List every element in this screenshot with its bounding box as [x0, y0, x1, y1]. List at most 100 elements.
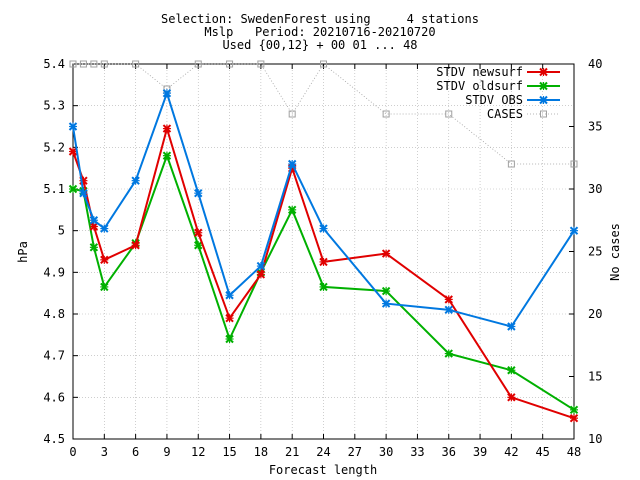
- data-point-stdv-oldsurf: [68, 184, 78, 194]
- data-point-stdv-obs: [381, 299, 391, 308]
- y2-tick-label: 40: [588, 57, 602, 71]
- data-point-cases: [79, 60, 87, 68]
- x-tick-label: 18: [254, 445, 268, 459]
- data-point-stdv-oldsurf: [100, 282, 109, 292]
- data-point-stdv-obs: [79, 188, 88, 198]
- y-tick-label: 4.7: [43, 349, 65, 363]
- y-tick-label: 5: [58, 224, 65, 238]
- x-axis-label: Forecast length: [269, 463, 377, 477]
- chart-title: Selection: SwedenForest using 4 stations…: [161, 12, 479, 52]
- x-tick-label: 33: [410, 445, 424, 459]
- data-point-stdv-oldsurf: [287, 205, 297, 215]
- data-point-stdv-obs: [569, 226, 579, 235]
- series-group: [68, 60, 579, 423]
- title-line-1: Selection: SwedenForest using 4 stations: [161, 12, 479, 26]
- data-point-cases: [507, 160, 515, 168]
- x-tick-label: 6: [132, 445, 139, 459]
- legend-label-stdv-newsurf: STDV newsurf: [436, 65, 523, 79]
- legend-label-stdv-obs: STDV OBS: [465, 93, 523, 107]
- legend-marker-stdv-newsurf: [539, 67, 548, 77]
- x-tick-label: 12: [191, 445, 205, 459]
- data-point-stdv-oldsurf: [569, 405, 579, 415]
- data-point-cases: [288, 110, 296, 118]
- x-tick-label: 27: [348, 445, 362, 459]
- y2-tick-label: 10: [588, 432, 602, 446]
- x-tick-label: 24: [316, 445, 330, 459]
- data-point-cases: [69, 60, 77, 68]
- data-point-stdv-oldsurf: [194, 241, 203, 250]
- x-tick-label: 15: [222, 445, 236, 459]
- data-point-stdv-newsurf: [225, 313, 234, 323]
- data-point-stdv-newsurf: [381, 249, 391, 258]
- title-line-2: Mslp Period: 20210716-20210720: [204, 25, 435, 39]
- y2-tick-label: 20: [588, 307, 602, 321]
- data-point-stdv-newsurf: [162, 124, 172, 133]
- data-point-stdv-obs: [100, 224, 109, 233]
- x-tick-label: 9: [163, 445, 170, 459]
- data-point-stdv-oldsurf: [381, 286, 391, 296]
- data-point-stdv-newsurf: [319, 257, 328, 267]
- y-tick-label: 5.3: [43, 99, 65, 113]
- legend-marker-stdv-obs: [539, 95, 548, 105]
- data-point-stdv-obs: [68, 122, 78, 131]
- y-axis: 4.5 4.6 4.7 4.8 4.9 5 5.1 5.2 5.3 5.4: [43, 57, 78, 446]
- x-tick-label: 36: [442, 445, 456, 459]
- data-point-stdv-obs: [256, 261, 266, 271]
- data-point-stdv-obs: [287, 159, 297, 169]
- title-line-3: Used {00,12} + 00 01 ... 48: [222, 38, 417, 52]
- y2-tick-label: 35: [588, 120, 602, 134]
- data-point-stdv-oldsurf: [89, 243, 99, 252]
- data-point-stdv-newsurf: [194, 228, 203, 237]
- data-point-stdv-newsurf: [89, 222, 99, 231]
- x-axis: 0 3 6 9 12 15 18 21 24 27 30 33 36 39 42 45 48: [69, 64, 581, 459]
- y2-tick-label: 25: [588, 245, 602, 259]
- data-point-cases: [445, 110, 453, 118]
- x-tick-label: 39: [473, 445, 487, 459]
- x-tick-label: 21: [285, 445, 299, 459]
- data-point-stdv-oldsurf: [225, 334, 234, 344]
- x-tick-label: 42: [504, 445, 518, 459]
- legend-marker-cases: [540, 110, 547, 118]
- x-tick-label: 45: [535, 445, 549, 459]
- legend-label-cases: CASES: [487, 107, 523, 121]
- data-point-cases: [570, 160, 578, 168]
- data-point-stdv-obs: [319, 224, 328, 233]
- data-point-stdv-newsurf: [68, 147, 78, 156]
- data-point-cases: [132, 60, 140, 68]
- data-point-stdv-obs: [444, 305, 453, 315]
- y2-axis-label: No cases: [608, 223, 622, 281]
- y-tick-label: 5.1: [43, 182, 65, 196]
- data-point-stdv-obs: [131, 176, 140, 185]
- x-tick-label: 30: [379, 445, 393, 459]
- y2-tick-label: 30: [588, 182, 602, 196]
- y-axis-label: hPa: [16, 241, 30, 263]
- y-tick-label: 4.6: [43, 390, 65, 404]
- y-tick-label: 4.5: [43, 432, 65, 446]
- data-point-stdv-oldsurf: [507, 366, 516, 375]
- y-tick-label: 5.2: [43, 140, 65, 154]
- y-tick-label: 5.4: [43, 57, 65, 71]
- y2-axis: 10 15 20 25 30 35 40: [569, 57, 602, 446]
- data-point-cases: [320, 60, 327, 68]
- data-point-stdv-oldsurf: [319, 282, 328, 292]
- data-point-stdv-oldsurf: [444, 349, 453, 358]
- x-tick-label: 3: [101, 445, 108, 459]
- y2-tick-label: 15: [588, 370, 602, 384]
- data-point-cases: [100, 60, 108, 68]
- data-point-stdv-obs: [507, 322, 516, 331]
- data-point-stdv-obs: [194, 188, 203, 198]
- data-point-stdv-newsurf: [444, 295, 453, 304]
- data-point-cases: [90, 60, 98, 68]
- data-point-stdv-oldsurf: [162, 151, 172, 160]
- data-point-stdv-newsurf: [100, 255, 109, 265]
- data-point-cases: [226, 60, 234, 68]
- data-point-cases: [194, 60, 202, 68]
- data-point-stdv-obs: [162, 88, 172, 98]
- data-point-cases: [257, 60, 265, 68]
- data-point-stdv-newsurf: [569, 413, 579, 423]
- x-tick-label: 48: [567, 445, 581, 459]
- y-tick-label: 4.9: [43, 265, 65, 279]
- data-point-cases: [382, 110, 390, 118]
- data-point-stdv-newsurf: [256, 270, 266, 279]
